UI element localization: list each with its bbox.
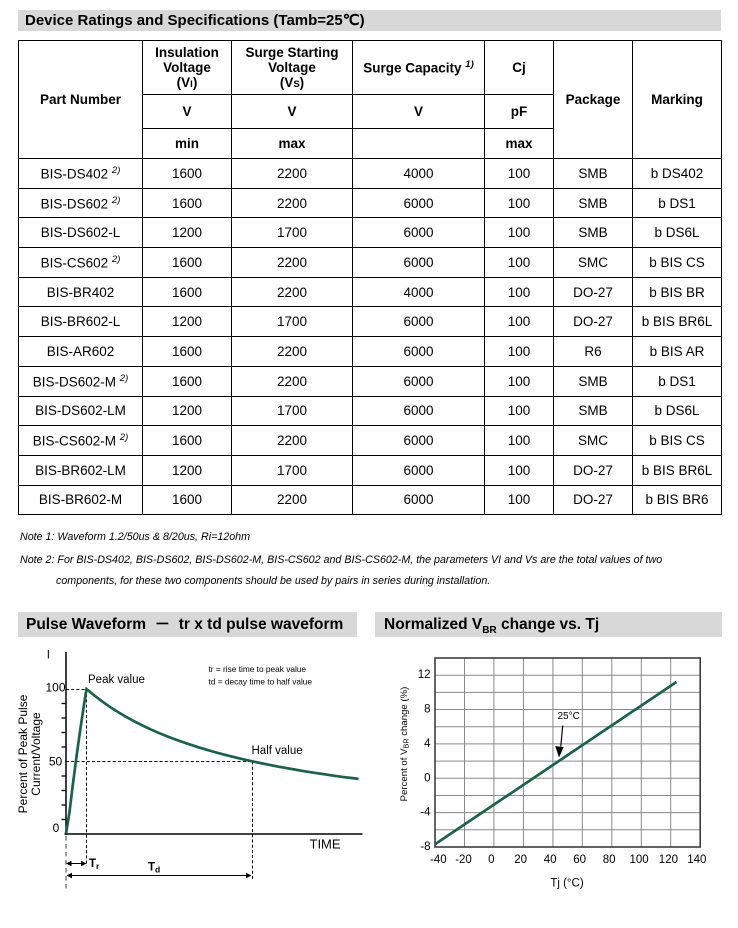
svg-text:0: 0	[488, 854, 494, 866]
svg-text:60: 60	[573, 854, 586, 866]
svg-text:Tj (°C): Tj (°C)	[550, 878, 584, 890]
svg-text:-20: -20	[455, 854, 472, 866]
svg-text:50: 50	[49, 755, 63, 769]
svg-text:TIME: TIME	[310, 836, 341, 851]
svg-text:-40: -40	[430, 854, 447, 866]
svg-text:0: 0	[53, 821, 60, 835]
svg-text:40: 40	[544, 854, 557, 866]
svg-text:Percent of VBR change (%): Percent of VBR change (%)	[399, 687, 411, 802]
svg-text:I: I	[47, 650, 50, 662]
svg-text:Peak value: Peak value	[88, 674, 145, 686]
svg-text:120: 120	[659, 854, 678, 866]
svg-text:25°C: 25°C	[558, 711, 580, 722]
svg-text:4: 4	[424, 738, 431, 750]
svg-text:0: 0	[424, 772, 430, 784]
svg-text:80: 80	[603, 854, 616, 866]
svg-text:-4: -4	[420, 807, 431, 819]
svg-text:Tr: Tr	[89, 858, 100, 871]
svg-text:Current/Voltage: Current/Voltage	[29, 712, 43, 796]
svg-text:100: 100	[45, 681, 65, 695]
svg-text:Percent of Peak Pulse: Percent of Peak Pulse	[16, 694, 30, 813]
svg-text:Td: Td	[148, 862, 160, 875]
svg-text:8: 8	[424, 704, 430, 716]
svg-text:td = decay time to half value: td = decay time to half value	[209, 677, 313, 687]
svg-text:Half value: Half value	[252, 745, 303, 757]
svg-text:12: 12	[418, 669, 431, 681]
svg-text:20: 20	[514, 854, 527, 866]
svg-text:140: 140	[687, 854, 706, 866]
svg-text:-8: -8	[420, 841, 430, 853]
svg-text:100: 100	[630, 854, 649, 866]
svg-text:tr = rise time to peak value: tr = rise time to peak value	[209, 664, 307, 674]
